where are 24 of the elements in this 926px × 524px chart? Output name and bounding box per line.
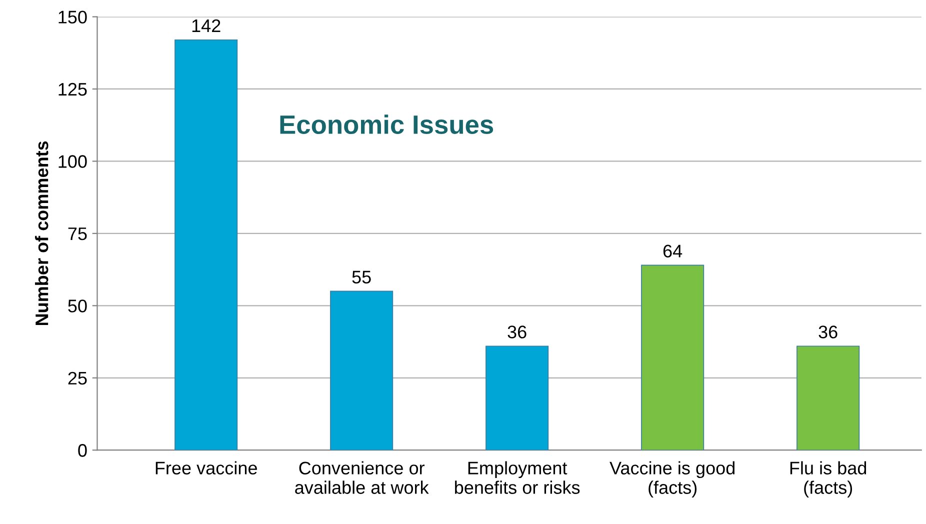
x-tick-label: Free vaccine xyxy=(156,461,257,474)
y-axis-title: Number of comments xyxy=(35,141,48,326)
y-tick-label: 100 xyxy=(58,155,87,168)
bar xyxy=(796,346,860,450)
y-tick-label: 75 xyxy=(68,228,87,240)
y-tick-label: 50 xyxy=(68,300,87,312)
x-tick-label: Flu is bad (facts) xyxy=(790,461,866,498)
x-tick-label: Employment benefits or risks xyxy=(455,461,580,494)
x-tick-label: Vaccine is good (facts) xyxy=(610,461,734,498)
bar xyxy=(330,290,394,450)
bar xyxy=(641,264,704,450)
data-label: 55 xyxy=(352,270,371,284)
data-label: 36 xyxy=(508,326,526,338)
data-label: 36 xyxy=(818,326,838,338)
data-label: 142 xyxy=(192,19,220,32)
y-tick-label: 0 xyxy=(78,444,87,457)
bar xyxy=(486,346,549,450)
y-tick-label: 150 xyxy=(58,10,87,24)
data-label: 64 xyxy=(663,244,682,258)
y-tick-label: 125 xyxy=(58,82,87,96)
x-tick-label: Convenience or available at work xyxy=(295,461,429,494)
bar xyxy=(174,39,238,450)
annotation: Economic Issues xyxy=(280,114,494,134)
y-tick-label: 25 xyxy=(68,372,87,385)
